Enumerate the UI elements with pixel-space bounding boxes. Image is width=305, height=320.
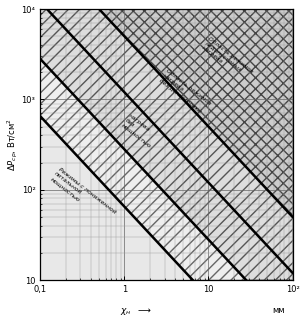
Polygon shape bbox=[40, 116, 292, 280]
Polygon shape bbox=[40, 9, 292, 273]
Polygon shape bbox=[40, 9, 292, 280]
Polygon shape bbox=[40, 59, 292, 280]
Text: Область режимов
нагрева
без дегазировки: Область режимов нагрева без дегазировки bbox=[158, 68, 212, 116]
Text: мм: мм bbox=[272, 306, 285, 315]
Text: Область режимов
недопустимых
нагрева: Область режимов недопустимых нагрева bbox=[200, 36, 254, 84]
Text: $\chi_н$  $\longrightarrow$: $\chi_н$ $\longrightarrow$ bbox=[120, 306, 152, 317]
Text: нагрева
без
мощностью: нагрева без мощностью bbox=[120, 113, 159, 149]
Text: Режимы с пониженной
питальной
мощностью: Режимы с пониженной питальной мощностью bbox=[50, 167, 117, 224]
Y-axis label: $\Delta P_{cp}$, Вт/см$^2$: $\Delta P_{cp}$, Вт/см$^2$ bbox=[5, 118, 20, 171]
Polygon shape bbox=[40, 9, 292, 217]
